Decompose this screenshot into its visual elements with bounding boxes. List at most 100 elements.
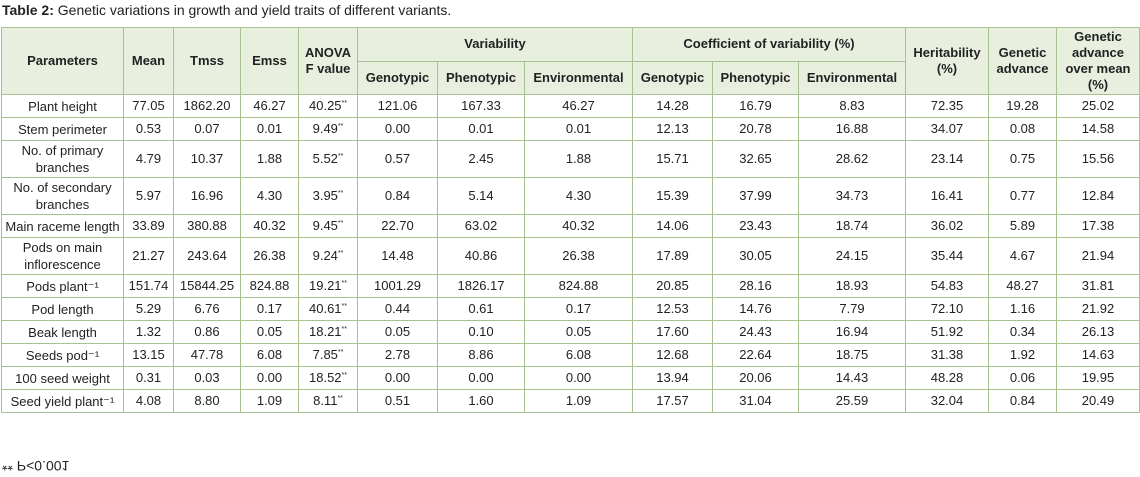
table-cell: 8.11** xyxy=(298,389,358,413)
cell-value: 9.49 xyxy=(312,121,338,136)
table-cell: 30.05 xyxy=(712,237,799,275)
table-cell: 63.02 xyxy=(437,214,525,238)
table-cell: 34.73 xyxy=(798,177,906,215)
column-header: Parameters xyxy=(1,27,124,95)
table-cell: 21.92 xyxy=(1056,297,1140,321)
group-header: Variability xyxy=(357,27,633,62)
table-cell: 18.93 xyxy=(798,274,906,298)
table-cell: 0.17 xyxy=(240,297,299,321)
table-cell: 19.28 xyxy=(988,94,1057,118)
table-cell: 40.32 xyxy=(240,214,299,238)
table-cell: 824.88 xyxy=(524,274,633,298)
row-label: Seeds pod⁻¹ xyxy=(1,343,124,367)
table-cell: 3.95** xyxy=(298,177,358,215)
cell-value: 5.52 xyxy=(312,151,338,166)
table-cell: 1862.20 xyxy=(173,94,241,118)
table-cell: 20.49 xyxy=(1056,389,1140,413)
table-cell: 18.52** xyxy=(298,366,358,390)
column-header: Phenotypic xyxy=(712,60,799,95)
table-cell: 0.86 xyxy=(173,320,241,344)
table-cell: 8.83 xyxy=(798,94,906,118)
column-header: Phenotypic xyxy=(437,60,525,95)
cell-value: 19.21 xyxy=(309,278,342,293)
significance: ** xyxy=(341,326,347,333)
table-cell: 1.16 xyxy=(988,297,1057,321)
table-cell: 26.38 xyxy=(524,237,633,275)
table-cell: 9.45** xyxy=(298,214,358,238)
row-label: Pods on main inflorescence xyxy=(1,237,124,275)
table-cell: 7.85** xyxy=(298,343,358,367)
table-cell: 6.76 xyxy=(173,297,241,321)
table-cell: 0.00 xyxy=(357,117,438,141)
column-header: Genotypic xyxy=(632,60,713,95)
table-row: No. of primary branches 4.79 10.37 1.88 5.52… xyxy=(1,140,1140,178)
table-cell: 0.00 xyxy=(357,366,438,390)
table-cell: 1.09 xyxy=(240,389,299,413)
table-cell: 6.08 xyxy=(524,343,633,367)
table-cell: 17.60 xyxy=(632,320,713,344)
subheader-row: Genotypic Phenotypic Environmental Genotypi… xyxy=(2,60,1140,95)
footnote: ** P<0.001 xyxy=(2,458,70,474)
significance: ** xyxy=(341,372,347,379)
header-row: Parameters Mean Tmss Emss ANOVA F value Varia… xyxy=(1,27,1140,95)
table-cell: 0.34 xyxy=(988,320,1057,344)
table-cell: 28.62 xyxy=(798,140,906,178)
table-cell: 0.05 xyxy=(357,320,438,344)
table-cell: 46.27 xyxy=(524,94,633,118)
table-cell: 9.24** xyxy=(298,237,358,275)
cell-value: 18.21 xyxy=(309,324,342,339)
table-cell: 21.27 xyxy=(123,237,174,275)
significance: ** xyxy=(341,303,347,310)
column-header: Genotypic xyxy=(357,60,438,95)
table-cell: 4.08 xyxy=(123,389,174,413)
table-cell: 0.05 xyxy=(524,320,633,344)
table-cell: 18.74 xyxy=(798,214,906,238)
table-cell: 4.67 xyxy=(988,237,1057,275)
table-cell: 0.00 xyxy=(437,366,525,390)
row-label: Plant height xyxy=(1,94,124,118)
table-cell: 19.21** xyxy=(298,274,358,298)
table-row: Pod length 5.29 6.76 0.17 40.61** 0.44 0.61 0.1… xyxy=(1,297,1140,321)
table-row: Seeds pod⁻¹ 13.15 47.78 6.08 7.85** 2.78 8.86 6… xyxy=(1,343,1140,367)
table-row: No. of secondary branches 5.97 16.96 4.30 3.… xyxy=(1,177,1140,215)
column-header: Emss xyxy=(240,27,299,95)
significance: ** xyxy=(341,280,347,287)
table-cell: 1.32 xyxy=(123,320,174,344)
table-row: Stem perimeter 0.53 0.07 0.01 9.49** 0.00 0.01… xyxy=(1,117,1140,141)
table-cell: 21.94 xyxy=(1056,237,1140,275)
table-cell: 167.33 xyxy=(437,94,525,118)
table-cell: 0.06 xyxy=(988,366,1057,390)
cell-value: 9.45 xyxy=(312,218,338,233)
table-cell: 54.83 xyxy=(905,274,989,298)
table-cell: 17.38 xyxy=(1056,214,1140,238)
table-cell: 72.10 xyxy=(905,297,989,321)
table-cell: 2.45 xyxy=(437,140,525,178)
table-cell: 9.49** xyxy=(298,117,358,141)
row-label: Beak length xyxy=(1,320,124,344)
row-label: No. of secondary branches xyxy=(1,177,124,215)
table-cell: 0.31 xyxy=(123,366,174,390)
table-cell: 13.94 xyxy=(632,366,713,390)
table-cell: 31.04 xyxy=(712,389,799,413)
table-cell: 5.97 xyxy=(123,177,174,215)
table-row: Plant height 77.05 1862.20 46.27 40.25** 121.… xyxy=(1,94,1140,118)
table-cell: 12.84 xyxy=(1056,177,1140,215)
table-cell: 16.88 xyxy=(798,117,906,141)
table-cell: 6.08 xyxy=(240,343,299,367)
table-cell: 0.01 xyxy=(437,117,525,141)
cell-value: 3.95 xyxy=(312,188,338,203)
significance: ** xyxy=(337,190,344,197)
title-text: Genetic variations in growth and yield t… xyxy=(57,2,452,18)
table-cell: 40.32 xyxy=(524,214,633,238)
table-cell: 15.39 xyxy=(632,177,713,215)
table-cell: 10.37 xyxy=(173,140,241,178)
row-label: Stem perimeter xyxy=(1,117,124,141)
column-header: Mean xyxy=(123,27,174,95)
table-cell: 1001.29 xyxy=(357,274,438,298)
significance: ** xyxy=(337,153,344,160)
table-cell: 0.84 xyxy=(988,389,1057,413)
column-header: Genetic advance xyxy=(988,27,1057,95)
table-cell: 23.43 xyxy=(712,214,799,238)
table-cell: 14.58 xyxy=(1056,117,1140,141)
table-cell: 17.57 xyxy=(632,389,713,413)
